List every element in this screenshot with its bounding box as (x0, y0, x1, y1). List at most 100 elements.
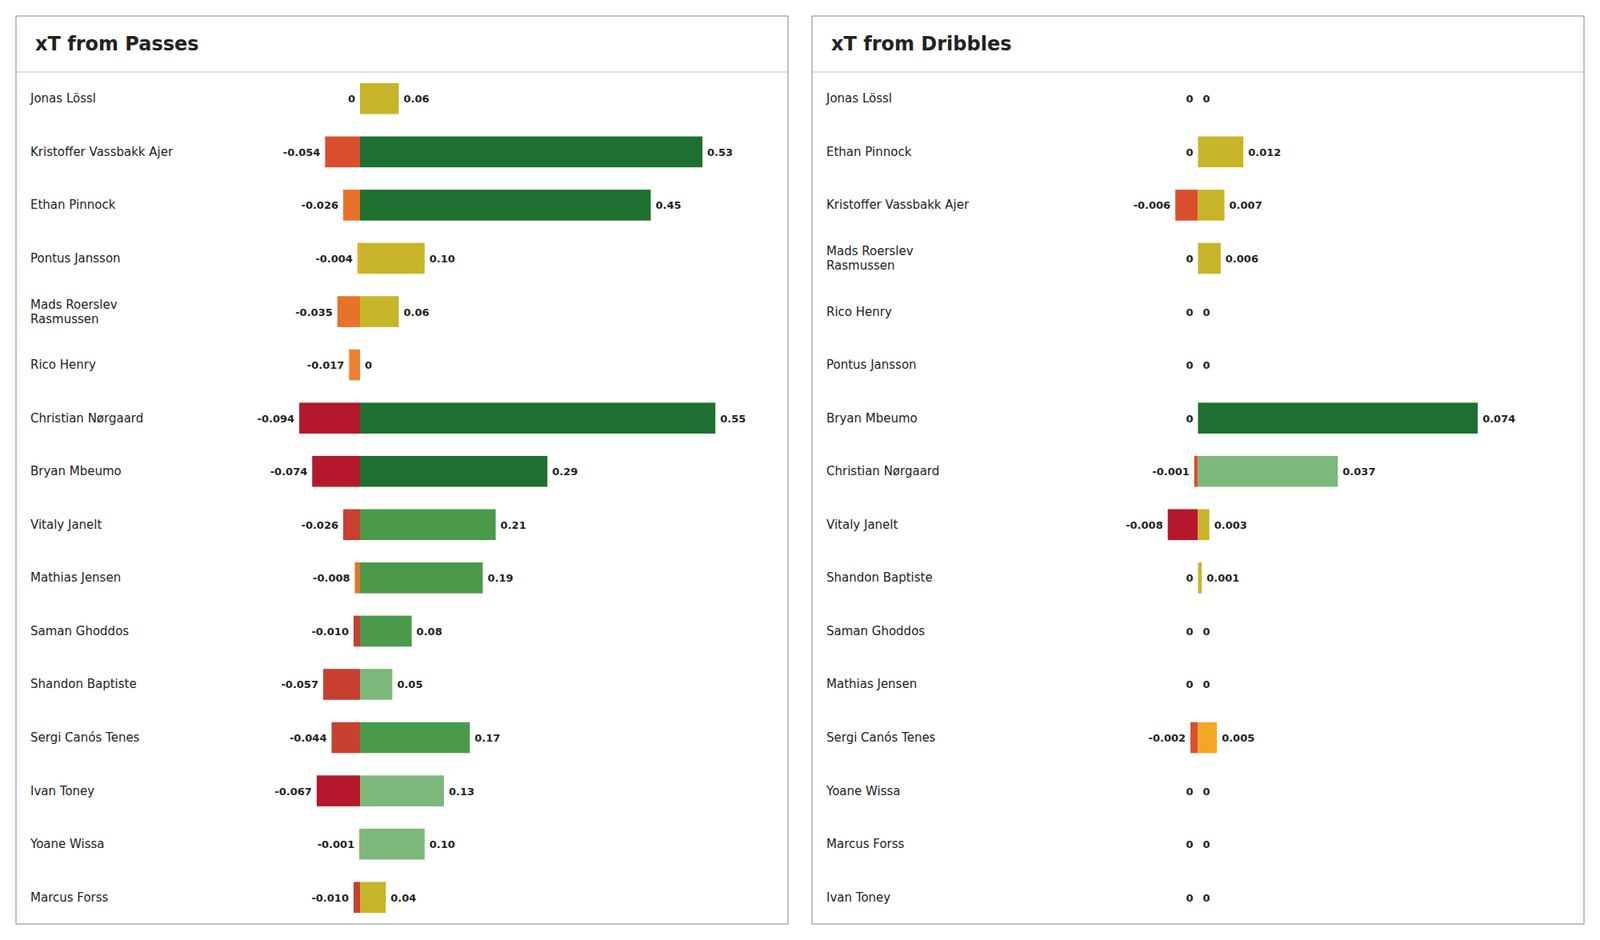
data-label: 0.21 (500, 519, 527, 532)
bar (357, 243, 360, 275)
data-label: 0.05 (396, 678, 423, 691)
data-label: 0.45 (655, 199, 681, 212)
data-label: 0.17 (474, 732, 500, 744)
data-label: -0.026 (300, 519, 339, 532)
category-label: Pontus Jansson (826, 357, 917, 372)
data-label: 0.001 (1206, 572, 1240, 584)
category-label: Rico Henry (826, 304, 892, 320)
data-label: -0.094 (257, 412, 296, 425)
data-label: 0 (1185, 92, 1193, 105)
data-label: -0.067 (274, 785, 312, 798)
bar (316, 775, 360, 807)
bar (1197, 881, 1199, 913)
category-label: Bryan Mbeumo (30, 464, 122, 479)
category-label: Mathias Jensen (30, 570, 121, 585)
bar (1198, 402, 1479, 434)
bar (1190, 722, 1198, 754)
bar (1198, 508, 1210, 540)
category-label: Vitaly Janelt (30, 517, 103, 532)
data-label: -0.001 (317, 838, 356, 851)
category-label: Mathias Jensen (826, 676, 917, 692)
bar (360, 562, 483, 594)
bar (360, 296, 399, 328)
bar (1197, 668, 1199, 700)
data-label: -0.002 (1148, 732, 1187, 744)
bar (1198, 189, 1225, 221)
category-label: Pontus Jansson (30, 251, 121, 266)
bar (360, 402, 716, 434)
data-label: 0.08 (416, 625, 443, 638)
data-label: 0 (1185, 838, 1193, 851)
bar (1197, 668, 1199, 700)
data-label: 0 (1203, 92, 1211, 105)
category-label: Ethan Pinnock (30, 197, 116, 212)
data-label: 0 (1185, 306, 1193, 319)
data-label: 0.55 (720, 412, 746, 425)
data-label: 0.005 (1221, 732, 1255, 744)
bar (1175, 189, 1198, 221)
data-label: 0.10 (429, 838, 456, 851)
data-label: 0.003 (1214, 519, 1248, 532)
data-label: -0.010 (311, 892, 349, 904)
chart-title: xT from Passes (35, 32, 200, 56)
data-label: -0.008 (312, 572, 351, 584)
bar (331, 722, 360, 754)
bar (360, 775, 444, 807)
data-label: 0 (1185, 678, 1193, 691)
category-label: Saman Ghoddos (826, 624, 925, 639)
data-label: 0.53 (707, 146, 733, 159)
data-label: 0 (1203, 892, 1211, 904)
category-label: Rico Henry (30, 357, 96, 372)
labels: Jonas LösslEthan PinnockKristoffer Vassb… (825, 91, 1516, 904)
data-label: 0.13 (448, 785, 475, 798)
data-label: -0.054 (283, 146, 321, 159)
category-label: Mads RoerslevRasmussen (826, 244, 914, 273)
bar (1198, 456, 1339, 488)
bar (360, 668, 392, 700)
bar (1168, 508, 1199, 540)
bar (337, 296, 360, 328)
labels: Jonas LösslKristoffer Vassbakk AjerEthan… (29, 91, 746, 904)
data-label: 0 (1203, 678, 1211, 691)
data-label: 0 (1185, 892, 1193, 904)
data-label: -0.026 (300, 199, 339, 212)
bar (360, 828, 425, 860)
figure: xT from Passes Jonas LösslKristoffer Vass… (0, 0, 1600, 940)
bar (1197, 83, 1199, 115)
bar (343, 189, 360, 221)
bar (353, 616, 360, 648)
plot-frame (16, 16, 788, 924)
category-label: Mads RoerslevRasmussen (30, 297, 118, 327)
data-label: 0.006 (1225, 252, 1259, 265)
bar (348, 349, 360, 381)
data-label: -0.008 (1125, 519, 1164, 532)
bar (1197, 828, 1199, 860)
bar (1197, 349, 1199, 381)
data-label: 0 (1203, 625, 1211, 638)
category-label: Shandon Baptiste (826, 570, 933, 585)
data-label: 0.037 (1342, 465, 1376, 478)
bar (1198, 136, 1244, 168)
category-label: Sergi Canós Tenes (826, 730, 936, 745)
bar (360, 243, 425, 275)
data-label: 0.007 (1229, 199, 1263, 212)
category-label: Ethan Pinnock (826, 144, 912, 160)
data-label: 0.012 (1248, 146, 1281, 159)
category-label: Vitaly Janelt (826, 517, 899, 532)
data-label: -0.017 (307, 359, 345, 372)
data-label: 0 (1185, 252, 1193, 265)
bar (324, 136, 360, 168)
bar (360, 136, 703, 168)
category-label: Shandon Baptiste (30, 676, 137, 692)
data-label: -0.001 (1152, 465, 1190, 478)
category-label: Ivan Toney (826, 890, 891, 905)
data-label: -0.057 (280, 678, 319, 691)
category-label: Yoane Wissa (29, 836, 105, 852)
bar (1198, 562, 1203, 594)
panel: xT from DribblesJonas LösslEthan Pinnock… (812, 16, 1584, 924)
title-separator (16, 72, 788, 73)
bar (360, 456, 548, 488)
category-label: Yoane Wissa (825, 784, 901, 799)
data-label: 0 (1185, 572, 1193, 584)
bar (360, 83, 399, 115)
